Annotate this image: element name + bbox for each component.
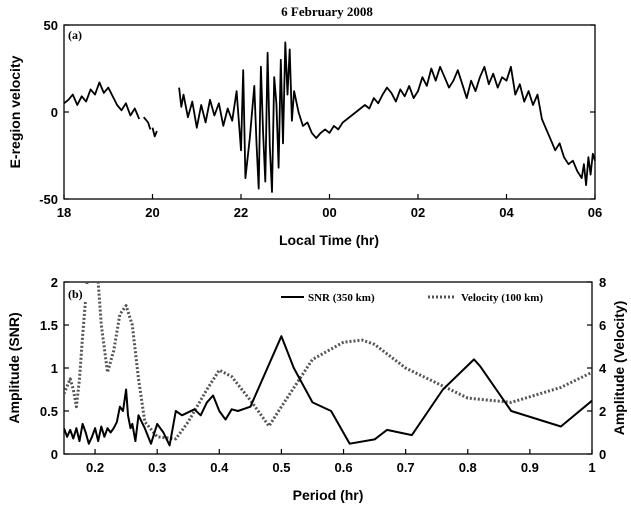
panel-b-x-tick-label: 0.9	[521, 460, 539, 475]
panel-b-left-y-tick-label: 1.5	[40, 318, 58, 333]
panel-b-right-y-tick-label: 2	[599, 404, 606, 419]
panel-b-x-ticks: 0.2 0.3 0.4 0.5 0.6 0.7 0.8 0.9 1	[86, 449, 596, 475]
panel-a-series	[63, 41, 596, 193]
velocity-series-segment	[151, 127, 158, 138]
panel-b-right-y-tick-label: 0	[599, 447, 606, 462]
panel-b-x-tick-label: 0.6	[334, 460, 352, 475]
panel-b-left-y-axis-label: Amplitude (SNR)	[6, 312, 22, 423]
panel-a-y-tick-label: 0	[51, 105, 58, 120]
panel-b-x-axis-label: Period (hr)	[293, 487, 364, 503]
panel-b-left-y-ticks: 0 0.5 1 1.5 2	[40, 275, 69, 462]
panel-a-x-tick-label: 20	[145, 205, 159, 220]
panel-b-series	[64, 282, 592, 447]
panel-b-x-tick-label: 0.7	[397, 460, 415, 475]
panel-a-x-axis-label: Local Time (hr)	[279, 232, 379, 248]
panel-a-x-ticks: 18 20 22 00 02 04 06	[57, 194, 602, 220]
panel-b-x-tick-label: 0.4	[210, 460, 229, 475]
legend-label-snr: SNR (350 km)	[308, 292, 375, 304]
panel-b-left-y-tick-label: 0	[51, 447, 58, 462]
panel-b-x-tick-label: 1	[588, 460, 595, 475]
panel-a-x-tick-label: 04	[499, 205, 514, 220]
legend-label-velocity: Velocity (100 km)	[461, 292, 543, 304]
panel-b-label: (b)	[68, 287, 83, 301]
panel-a-x-tick-label: 02	[411, 205, 425, 220]
panel-a-frame	[63, 24, 596, 200]
panel-b-frame	[63, 281, 593, 455]
panel-a-label: (a)	[68, 28, 82, 42]
panel-a-x-tick-label: 06	[588, 205, 602, 220]
panel-b-left-y-tick-label: 2	[51, 275, 58, 290]
panel-b-left-y-tick-label: 1	[51, 361, 58, 376]
panel-b-x-tick-label: 0.5	[272, 460, 290, 475]
velocity-amplitude-line	[64, 282, 592, 441]
panel-b-x-tick-label: 0.2	[86, 460, 104, 475]
panel-b-right-y-tick-label: 4	[599, 361, 607, 376]
velocity-series-segment	[178, 41, 596, 193]
panel-b-left-y-tick-label: 0.5	[40, 404, 58, 419]
figure-title: 6 February 2008	[281, 4, 373, 19]
panel-a-x-tick-label: 18	[57, 205, 71, 220]
snr-amplitude-line	[64, 335, 592, 447]
panel-b-label-backdrop	[67, 285, 91, 301]
panel-a-y-ticks: -50 0 50	[39, 18, 595, 207]
panel-b-right-y-axis-label: Amplitude (Velocity)	[611, 301, 627, 436]
panel-b-right-y-tick-label: 8	[599, 275, 606, 290]
panel-b-legend: SNR (350 km) Velocity (100 km)	[281, 292, 543, 304]
panel-a-y-tick-label: 50	[44, 18, 58, 33]
panel-b-right-y-tick-label: 6	[599, 318, 606, 333]
velocity-series-segment	[143, 116, 152, 130]
velocity-series-segment	[63, 81, 141, 120]
panel-b-x-tick-label: 0.3	[148, 460, 166, 475]
panel-a-x-tick-label: 22	[234, 205, 248, 220]
panel-b-x-tick-label: 0.8	[459, 460, 477, 475]
panel-a: (a) 18 20 22 00 02 04 06 -50 0 50 Local Time (hr…	[7, 18, 602, 248]
panel-b-right-y-ticks: 0 2 4 6 8	[587, 275, 607, 462]
panel-a-y-tick-label: -50	[39, 192, 58, 207]
panel-b: 0.2 0.3 0.4 0.5 0.6 0.7 0.8 0.9 1 0 0.5 1 1.5 2 0 2 4 6…	[6, 275, 627, 503]
panel-a-y-axis-label: E-region velocity	[7, 55, 23, 168]
panel-a-x-tick-label: 00	[322, 205, 336, 220]
